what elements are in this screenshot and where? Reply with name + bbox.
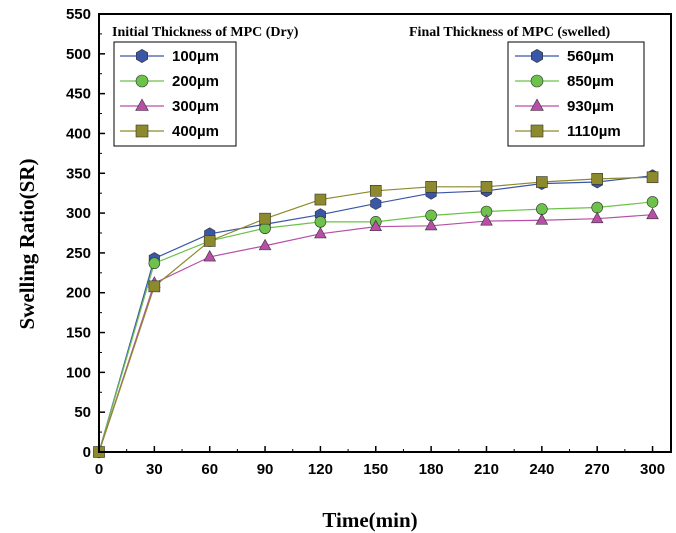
initial-thickness-legend: 100µm 200µm 300µm 400µm	[113, 41, 237, 147]
axis-ticks: 0 30 60 90 120 150 180 210 240 270 300 0 50 100 150 200…	[66, 6, 665, 478]
x-tick-label: 150	[363, 461, 388, 478]
data-point	[203, 249, 216, 262]
data-point	[424, 218, 438, 231]
x-tick-label: 0	[95, 461, 103, 478]
legend-label: 1110µm	[567, 123, 621, 140]
x-tick-label: 30	[146, 461, 163, 478]
x-axis-title: Time(min)	[322, 508, 417, 532]
y-tick-label: 200	[66, 285, 91, 302]
y-tick-label: 450	[66, 86, 91, 103]
data-point	[369, 219, 383, 232]
y-tick-label: 250	[66, 245, 91, 262]
final-legend-title: Final Thickness of MPC (swelled)	[409, 25, 611, 40]
y-tick-label: 50	[74, 404, 91, 421]
legend-item: 560µm	[515, 48, 614, 65]
data-point	[536, 176, 548, 188]
legend-marker	[530, 74, 544, 88]
legend-marker	[530, 98, 544, 111]
data-point	[370, 197, 382, 210]
data-point	[591, 173, 603, 185]
legend-item: 400µm	[120, 123, 219, 140]
legend-marker	[135, 124, 149, 138]
series-triangle	[92, 207, 659, 457]
series-layer	[92, 169, 659, 459]
y-tick-label: 100	[66, 364, 91, 381]
series-square	[93, 171, 659, 458]
legend-marker	[530, 49, 544, 63]
legend-label: 850µm	[567, 73, 614, 90]
y-tick-label: 0	[83, 444, 91, 461]
x-tick-label: 210	[474, 461, 499, 478]
initial-legend-title: Initial Thickness of MPC (Dry)	[112, 25, 299, 40]
data-point	[646, 196, 659, 208]
series-line	[98, 214, 653, 453]
y-tick-label: 500	[66, 46, 91, 63]
legend-marker	[530, 124, 544, 138]
x-tick-label: 300	[640, 461, 665, 478]
x-tick-label: 180	[419, 461, 444, 478]
data-point	[148, 257, 161, 270]
data-point	[646, 207, 659, 220]
data-point	[646, 171, 659, 184]
final-thickness-legend: 560µm 850µm 930µm 1110µm	[507, 41, 645, 147]
legend-item: 850µm	[515, 73, 614, 90]
data-point	[314, 226, 327, 239]
x-tick-label: 120	[308, 461, 333, 478]
legend-label: 100µm	[172, 48, 219, 65]
series-line	[98, 201, 653, 453]
legend-item: 300µm	[120, 98, 219, 115]
data-point	[480, 181, 493, 193]
legend-item: 930µm	[515, 98, 614, 115]
legend-item: 200µm	[120, 73, 219, 90]
data-point	[425, 181, 437, 193]
data-point	[148, 280, 161, 293]
x-tick-label: 240	[529, 461, 554, 478]
data-point	[369, 184, 382, 197]
data-point	[590, 211, 604, 224]
series-hexagon	[93, 169, 659, 459]
legend-marker	[135, 98, 149, 111]
legend-item: 1110µm	[515, 123, 621, 140]
legend-marker	[135, 74, 149, 88]
legend-label: 560µm	[567, 48, 614, 65]
data-point	[203, 235, 216, 247]
legend-label: 930µm	[567, 98, 614, 115]
series-circle	[93, 196, 659, 458]
legend-label: 300µm	[172, 98, 219, 115]
data-point	[314, 216, 327, 228]
y-axis-title: Swelling Ratio(SR)	[15, 159, 39, 330]
data-point	[480, 214, 493, 226]
y-tick-label: 350	[66, 165, 91, 182]
y-tick-label: 400	[66, 125, 91, 142]
x-tick-label: 270	[585, 461, 610, 478]
data-point	[591, 201, 603, 214]
legend-marker	[135, 49, 149, 63]
y-tick-label: 150	[66, 325, 91, 342]
y-tick-label: 550	[66, 6, 91, 23]
y-tick-label: 300	[66, 205, 91, 222]
legend-item: 100µm	[120, 48, 219, 65]
legend-label: 200µm	[172, 73, 219, 90]
x-tick-label: 90	[257, 461, 274, 478]
data-point	[535, 213, 549, 225]
x-tick-label: 60	[201, 461, 218, 478]
data-point	[258, 238, 272, 251]
data-point	[314, 193, 327, 206]
legend-label: 400µm	[172, 123, 219, 140]
data-point	[259, 212, 271, 225]
data-point	[536, 203, 548, 215]
